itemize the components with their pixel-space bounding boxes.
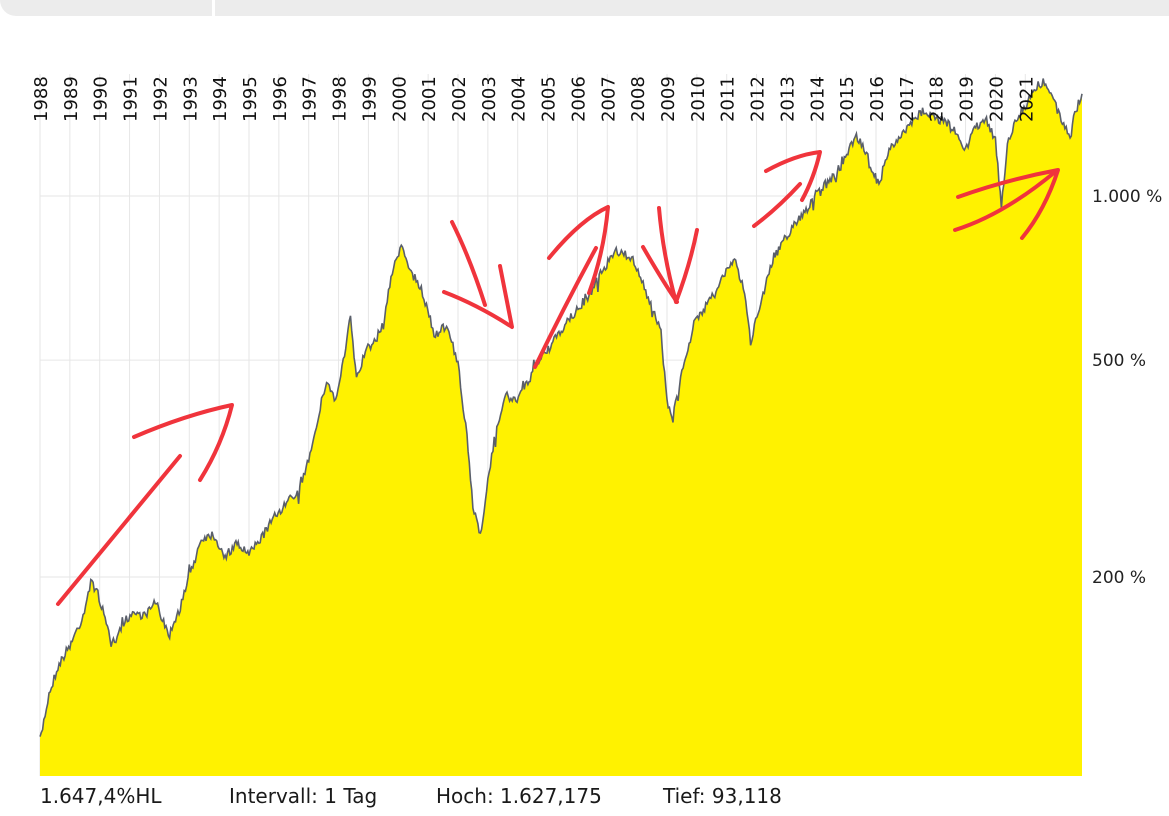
x-tick-label: 2005	[539, 76, 560, 122]
x-tick-label: 1995	[240, 76, 261, 122]
x-tick-label: 1997	[300, 76, 321, 122]
annotation-arrow-up-2-head	[547, 205, 610, 295]
x-tick-label: 2017	[897, 76, 918, 122]
annotation-arrow-down-1	[450, 220, 487, 307]
x-tick-label: 2015	[837, 76, 858, 122]
annotation-arrow-up-3-head	[764, 150, 822, 202]
chart-footer: 1.647,4%HL Intervall: 1 Tag Hoch: 1.627,…	[40, 784, 1160, 814]
high-value: Hoch: 1.627,175	[436, 784, 602, 808]
x-tick-label: 2018	[927, 76, 948, 122]
hand-drawn-annotations	[56, 150, 1060, 606]
y-tick-label: 500 %	[1092, 351, 1146, 371]
annotation-arrow-up-4	[953, 170, 1057, 232]
y-tick-label: 1.000 %	[1092, 187, 1162, 207]
x-tick-label: 2008	[628, 76, 649, 122]
annotation-arrow-up-1-head	[132, 403, 234, 482]
x-tick-label: 2009	[658, 76, 679, 122]
x-tick-label: 2000	[389, 76, 410, 122]
x-tick-label: 1993	[180, 76, 201, 122]
x-tick-label: 2014	[807, 76, 828, 122]
x-tick-label: 1998	[330, 76, 351, 122]
annotation-arrow-up-2	[533, 246, 598, 369]
x-tick-label: 2001	[419, 76, 440, 122]
annotation-arrow-down-2-head	[657, 206, 699, 304]
annotation-arrow-up-3	[752, 182, 802, 228]
x-axis-ticks: 1988 1989 1990 1991 1992 1993 1994 1995 1996 1997…	[31, 76, 1037, 122]
chart: 200 %500 %1.000 % 1988 1989 1990 1991 1992 19…	[31, 74, 1162, 776]
top-bar	[0, 0, 1169, 16]
performance-value: 1.647,4%HL	[40, 784, 162, 808]
x-tick-label: 2006	[568, 76, 589, 122]
y-axis-ticks: 200 % 500 % 1.000 %	[1092, 187, 1162, 588]
x-tick-label: 1988	[31, 76, 52, 122]
chart-price-line	[39, 78, 1083, 737]
x-tick-label: 2002	[449, 76, 470, 122]
chart-area-fill	[40, 78, 1082, 776]
x-tick-label: 1992	[150, 76, 171, 122]
x-tick-label: 1999	[359, 76, 380, 122]
x-tick-label: 2012	[748, 76, 769, 122]
x-tick-label: 2007	[598, 76, 619, 122]
x-tick-label: 1989	[61, 76, 82, 122]
x-tick-label: 1991	[121, 76, 142, 122]
x-tick-label: 2021	[1016, 76, 1037, 122]
y-tick-label: 200 %	[1092, 568, 1146, 588]
x-tick-label: 2019	[957, 76, 978, 122]
x-tick-label: 2016	[867, 76, 888, 122]
interval-label: Intervall: 1 Tag	[229, 784, 378, 808]
annotation-arrow-down-1-head	[442, 264, 514, 329]
x-tick-label: 2003	[479, 76, 500, 122]
x-tick-label: 2020	[986, 76, 1007, 122]
x-tick-label: 1994	[210, 76, 231, 122]
x-tick-label: 2011	[718, 76, 739, 122]
annotation-arrow-up-1	[56, 454, 182, 606]
x-tick-label: 1990	[91, 76, 112, 122]
annotation-arrow-up-4-head	[956, 168, 1060, 240]
x-tick-label: 2013	[777, 76, 798, 122]
x-tick-label: 1996	[270, 76, 291, 122]
x-tick-label: 2010	[688, 76, 709, 122]
x-tick-label: 2004	[509, 76, 530, 122]
low-value: Tief: 93,118	[663, 784, 782, 808]
top-bar-divider	[212, 0, 215, 16]
